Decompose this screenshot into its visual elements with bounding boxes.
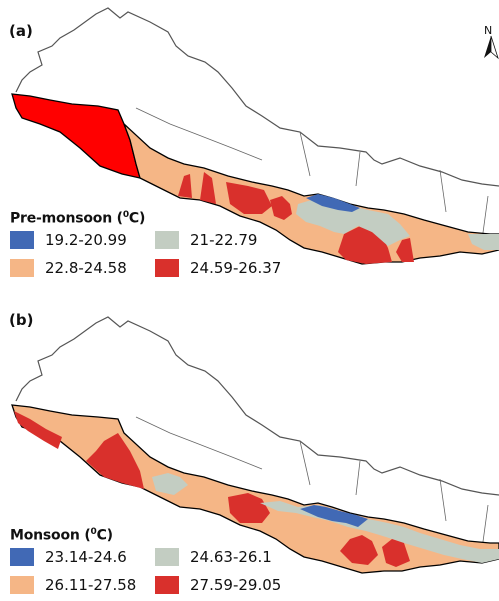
legend-swatch bbox=[155, 576, 179, 594]
panel-pre-monsoon: N (a) Pre-monsoon (0C) 19.2-20.99 21-22.… bbox=[0, 0, 499, 300]
legend-item: 22.8-24.58 bbox=[10, 258, 155, 278]
panel-label-b: (b) bbox=[9, 311, 34, 329]
north-arrow-label: N bbox=[484, 24, 493, 37]
region-grey-hills bbox=[152, 473, 188, 495]
region-red-patch bbox=[200, 172, 216, 204]
legend-monsoon: Monsoon (0C) 23.14-24.6 24.63-26.1 26.11… bbox=[10, 527, 305, 595]
legend-swatch bbox=[10, 548, 34, 566]
legend-label: 21-22.79 bbox=[190, 231, 258, 249]
region-red-patch bbox=[270, 196, 292, 220]
legend-item: 24.59-26.37 bbox=[155, 258, 305, 278]
legend-item: 21-22.79 bbox=[155, 230, 305, 250]
region-red-patch bbox=[396, 238, 414, 262]
region-blue-patch bbox=[300, 505, 368, 527]
region-red-patch bbox=[226, 182, 272, 214]
legend-item: 23.14-24.6 bbox=[10, 547, 155, 567]
legend-label: 19.2-20.99 bbox=[45, 231, 127, 249]
legend-swatch bbox=[155, 231, 179, 249]
region-red-patch bbox=[178, 174, 192, 198]
country-outline bbox=[15, 316, 499, 496]
legend-swatch bbox=[155, 259, 179, 277]
legend-title: Pre-monsoon (0C) bbox=[10, 210, 146, 227]
region-red-patch bbox=[228, 493, 270, 523]
legend-label: 27.59-29.05 bbox=[190, 576, 282, 594]
legend-item: 24.63-26.1 bbox=[155, 547, 305, 567]
region-grey-hills bbox=[468, 234, 499, 250]
pre-monsoon-map bbox=[11, 7, 499, 265]
internal-boundary bbox=[135, 107, 489, 241]
legend-label: 23.14-24.6 bbox=[45, 548, 127, 566]
region-red-patch bbox=[14, 411, 62, 449]
legend-item: 26.11-27.58 bbox=[10, 575, 155, 595]
legend-label: 22.8-24.58 bbox=[45, 259, 127, 277]
region-lowland-belt bbox=[123, 123, 499, 265]
region-red-patch bbox=[86, 433, 144, 489]
panel-monsoon: (b) Monsoon (0C) 23.14-24.6 24.63-26.1 2… bbox=[0, 301, 499, 601]
legend-item: 27.59-29.05 bbox=[155, 575, 305, 595]
monsoon-map bbox=[11, 316, 499, 574]
legend-label: 26.11-27.58 bbox=[45, 576, 137, 594]
legend-label: 24.63-26.1 bbox=[190, 548, 272, 566]
country-outline bbox=[15, 7, 499, 187]
legend-swatch bbox=[10, 576, 34, 594]
region-red-patch bbox=[340, 535, 378, 565]
legend-item: 19.2-20.99 bbox=[10, 230, 155, 250]
region-red-patch bbox=[382, 539, 410, 567]
legend-swatch bbox=[10, 231, 34, 249]
north-arrow-icon bbox=[484, 35, 499, 60]
internal-boundary bbox=[135, 416, 489, 550]
region-far-west-extreme bbox=[11, 93, 141, 179]
legend-swatch bbox=[10, 259, 34, 277]
legend-pre-monsoon: Pre-monsoon (0C) 19.2-20.99 21-22.79 22.… bbox=[10, 210, 305, 278]
legend-swatch bbox=[155, 548, 179, 566]
legend-title: Monsoon (0C) bbox=[10, 527, 113, 544]
region-grey-hills bbox=[296, 198, 410, 246]
panel-label-a: (a) bbox=[9, 22, 33, 40]
legend-label: 24.59-26.37 bbox=[190, 259, 282, 277]
region-blue-patch bbox=[306, 194, 360, 212]
